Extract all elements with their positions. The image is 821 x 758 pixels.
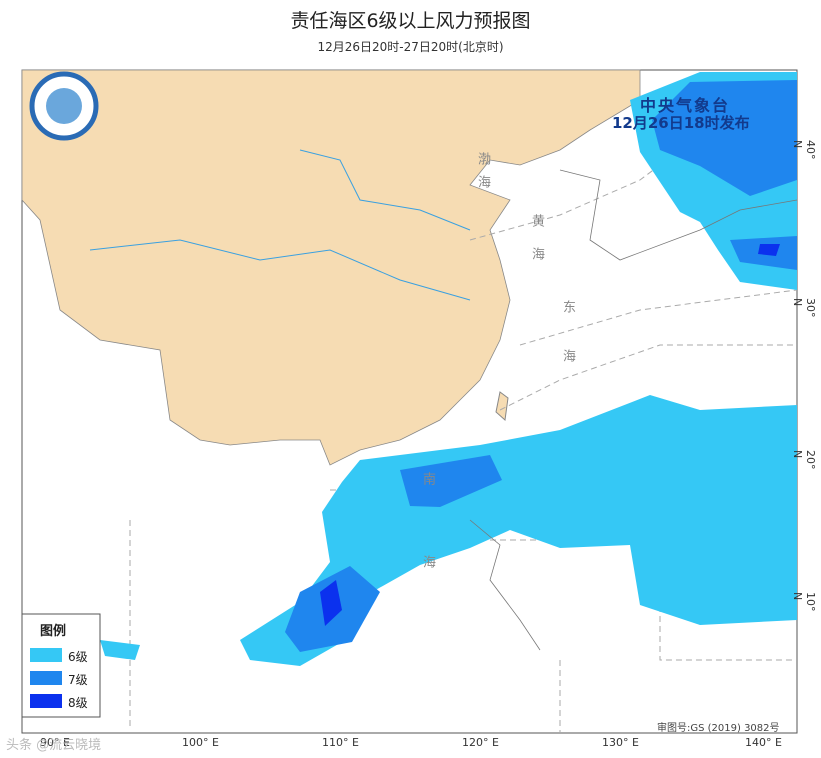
legend-title: 图例 bbox=[40, 624, 67, 639]
watermark: 头条 @流云晓境 bbox=[6, 738, 102, 753]
latitude-label: 20° N bbox=[791, 450, 817, 470]
wind-area-8 bbox=[320, 580, 342, 626]
sea-label: 南海 bbox=[420, 472, 435, 638]
wind-area-8 bbox=[758, 244, 780, 256]
longitude-label: 90° E bbox=[40, 736, 70, 749]
sea-label: 黄海 bbox=[529, 214, 544, 280]
wind-area-7 bbox=[652, 80, 797, 196]
longitude-label: 120° E bbox=[462, 736, 499, 749]
wind-area-7 bbox=[400, 455, 502, 507]
longitude-label: 140° E bbox=[745, 736, 782, 749]
title: 责任海区6级以上风力预报图 bbox=[290, 10, 531, 32]
longitude-label: 100° E bbox=[182, 736, 219, 749]
legend-swatch bbox=[30, 694, 62, 708]
legend-label: 7级 bbox=[68, 673, 88, 687]
sea-label: 东海 bbox=[560, 300, 575, 398]
longitude-label: 110° E bbox=[322, 736, 359, 749]
taiwan bbox=[495, 391, 509, 421]
wind-area-6 bbox=[240, 395, 797, 666]
logo-inner bbox=[46, 88, 82, 124]
rivers bbox=[89, 149, 471, 301]
subtitle: 12月26日20时-27日20时(北京时) bbox=[317, 40, 504, 54]
legend-swatch bbox=[30, 648, 62, 662]
legend-swatch bbox=[30, 671, 62, 685]
sea-label: 渤海 bbox=[475, 152, 490, 198]
latitude-label: 10° N bbox=[791, 592, 817, 612]
other-coast bbox=[469, 169, 798, 651]
issuer: 中央气象台 bbox=[640, 96, 731, 115]
china-land bbox=[21, 69, 641, 466]
legend-label: 6级 bbox=[68, 650, 88, 664]
latitude-label: 40° N bbox=[791, 140, 817, 160]
wind-area-6 bbox=[100, 640, 140, 660]
longitude-label: 130° E bbox=[602, 736, 639, 749]
latitude-label: 30° N bbox=[791, 298, 817, 318]
issue-time: 12月26日18时发布 bbox=[612, 114, 750, 132]
approval: 审图号:GS (2019) 3082号 bbox=[657, 723, 780, 734]
wind-areas bbox=[100, 72, 797, 666]
legend-label: 8级 bbox=[68, 696, 88, 710]
